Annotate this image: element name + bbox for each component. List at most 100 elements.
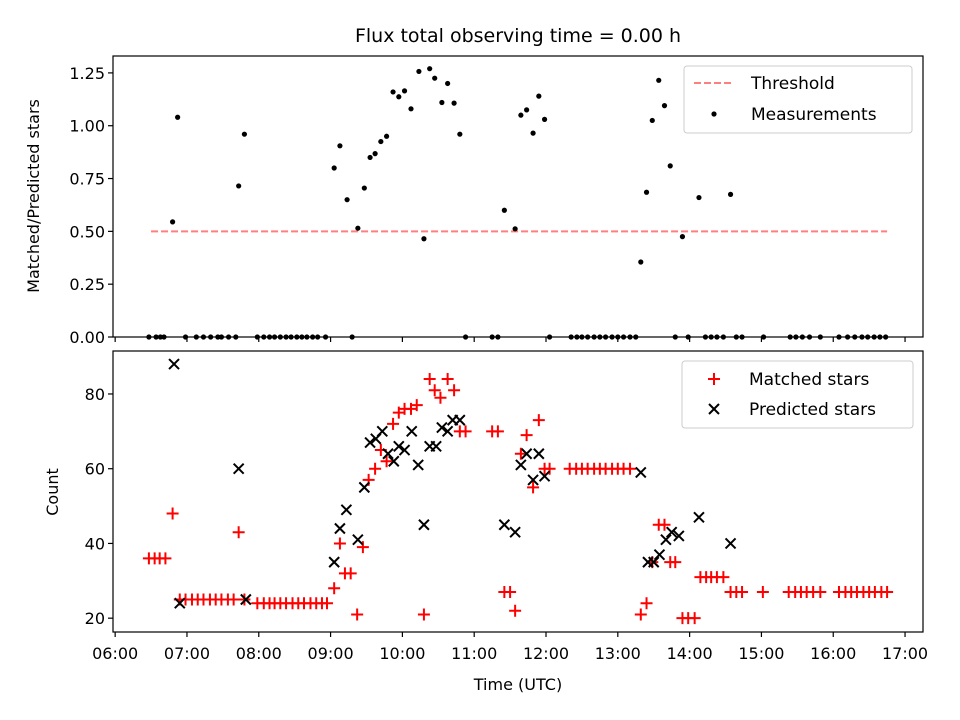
measurement-point <box>518 112 524 118</box>
matched-point <box>328 582 341 595</box>
predicted-point <box>376 425 388 438</box>
matched-point <box>624 462 637 475</box>
predicted-point <box>454 414 466 426</box>
measurement-point <box>649 117 655 124</box>
measurement-point <box>524 107 530 113</box>
bottom-ylabel: Count <box>43 468 62 516</box>
matched-point <box>543 462 556 475</box>
bottom-axes-frame <box>112 350 924 633</box>
bottom-legend: Matched stars Predicted stars <box>681 360 914 429</box>
matched-point <box>532 414 545 427</box>
matched-point <box>459 425 472 438</box>
matched-point <box>881 586 894 599</box>
measurement-point <box>457 131 463 137</box>
predicted-point <box>660 533 672 546</box>
predicted-point <box>441 425 454 438</box>
bottom-xtick-label: 13:00 <box>595 644 641 663</box>
predicted-point <box>412 459 424 471</box>
bottom-panel: 20 40 60 80 06:00 07:00 08:00 09:00 10:00 11:00 1… <box>43 350 928 694</box>
legend-matched-label: Matched stars <box>749 370 869 390</box>
measurement-point <box>530 130 536 136</box>
measurement-point <box>175 114 181 120</box>
measurement-point <box>667 163 673 169</box>
chart-title: Flux total observing time = 0.00 h <box>355 25 681 47</box>
measurement-point <box>451 100 457 106</box>
bottom-xtick-label: 16:00 <box>810 644 856 663</box>
matched-point <box>658 518 671 531</box>
matched-point <box>351 608 364 621</box>
predicted-point <box>358 481 371 494</box>
predicted-point <box>653 548 666 561</box>
matched-point <box>717 571 730 584</box>
matched-point <box>417 608 430 621</box>
predicted-point <box>665 526 678 538</box>
predicted-point <box>406 425 418 438</box>
top-ytick-label: 0.50 <box>69 222 105 241</box>
bottom-xtick-label: 10:00 <box>379 644 425 663</box>
measurement-point <box>241 131 248 137</box>
predicted-point <box>693 511 705 523</box>
measurement-point <box>361 185 367 191</box>
predicted-point <box>364 436 376 449</box>
measurement-point <box>661 103 668 109</box>
matched-point <box>410 399 423 412</box>
predicted-point <box>418 519 430 531</box>
matched-point <box>634 608 647 621</box>
matched-point <box>380 455 393 468</box>
predicted-point <box>436 421 448 434</box>
predicted-point <box>724 537 737 550</box>
predicted-point <box>328 556 340 568</box>
matched-point <box>509 604 522 617</box>
bottom-ytick-label: 60 <box>85 460 105 479</box>
predicted-point <box>498 519 511 531</box>
matched-point <box>434 391 447 404</box>
bottom-xtick-label: 11:00 <box>451 644 497 663</box>
measurement-point <box>401 88 408 94</box>
bottom-xtick-label: 17:00 <box>882 644 928 663</box>
measurement-point <box>501 207 507 213</box>
matched-point <box>369 462 382 475</box>
matched-point <box>520 429 533 442</box>
matched-point <box>344 567 357 580</box>
measurement-point <box>679 234 686 240</box>
measurement-point <box>445 80 451 87</box>
top-ytick-label: 1.25 <box>69 64 105 83</box>
top-ytick-label: 0.00 <box>69 328 105 347</box>
top-ytick-label: 0.75 <box>69 170 105 189</box>
predicted-point <box>168 358 180 370</box>
predicted-point <box>520 448 533 460</box>
bottom-legend-box <box>681 360 914 429</box>
predicted-point <box>527 474 539 486</box>
measurement-point <box>656 77 662 83</box>
top-ytick-label: 0.25 <box>69 275 105 294</box>
bottom-xtick-label: 14:00 <box>667 644 713 663</box>
bottom-xlabel: Time (UTC) <box>473 675 562 694</box>
predicted-point <box>352 533 364 546</box>
measurement-point <box>367 154 373 161</box>
matched-point <box>166 507 179 520</box>
measurement-point <box>439 99 445 106</box>
legend-measurements-label: Measurements <box>751 105 877 125</box>
matched-point <box>640 597 653 610</box>
measurement-point <box>432 75 438 81</box>
matched-point <box>387 417 400 430</box>
predicted-point <box>334 522 346 535</box>
predicted-point <box>430 440 442 452</box>
measurement-point <box>638 259 644 265</box>
measurement-point <box>355 225 361 231</box>
matched-point <box>441 373 454 386</box>
predicted-point <box>515 459 527 471</box>
bottom-xtick-label: 09:00 <box>308 644 354 663</box>
legend-measurements-swatch <box>711 111 717 117</box>
measurement-point <box>643 189 650 195</box>
matched-point <box>423 373 436 386</box>
top-ylabel: Matched/Predicted stars <box>24 99 43 293</box>
matched-point <box>238 593 251 606</box>
bottom-ytick-label: 40 <box>85 534 105 553</box>
measurement-point <box>372 151 378 157</box>
measurement-point <box>541 116 548 122</box>
legend-matched-swatch <box>708 373 720 385</box>
predicted-point <box>382 448 394 460</box>
measurement-point <box>390 89 396 95</box>
matched-point <box>356 541 369 554</box>
